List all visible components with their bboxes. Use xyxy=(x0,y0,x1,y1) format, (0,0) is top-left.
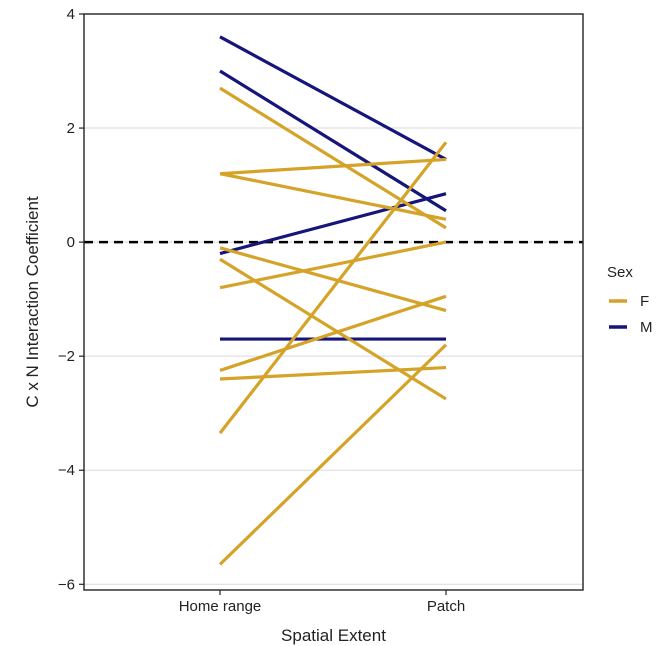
legend-label-F: F xyxy=(640,293,649,310)
series-line-F xyxy=(219,86,447,230)
series-line-F xyxy=(219,157,447,176)
series-line-M xyxy=(219,35,447,161)
plot-panel-border xyxy=(83,13,584,591)
series-line-F xyxy=(218,141,448,435)
y-tick-label: −6 xyxy=(58,576,75,593)
legend: Sex FM xyxy=(607,264,653,336)
x-axis-title: Spatial Extent xyxy=(281,626,386,645)
x-tick-label: Home range xyxy=(179,598,262,615)
y-axis-title: C x N Interaction Coefficient xyxy=(23,196,42,408)
series-line-M xyxy=(219,192,447,256)
series-line-F xyxy=(219,257,447,401)
series-line-F xyxy=(219,365,447,381)
legend-items: FM xyxy=(609,293,653,336)
series-lines xyxy=(218,35,448,566)
y-tick-label: 4 xyxy=(67,6,75,23)
series-line-F xyxy=(219,172,447,221)
legend-label-M: M xyxy=(640,319,653,336)
y-tick-label: 2 xyxy=(67,120,75,137)
x-axis: Home range Patch xyxy=(179,590,465,615)
series-line-F xyxy=(219,240,447,290)
y-axis: 4 2 0 −2 −4 −6 xyxy=(58,6,84,593)
series-line-F xyxy=(218,343,448,566)
legend-title: Sex xyxy=(607,264,633,281)
y-tick-label: −4 xyxy=(58,462,75,479)
x-tick-label: Patch xyxy=(427,598,465,615)
series-line-F xyxy=(219,246,447,313)
series-line-F xyxy=(219,294,447,372)
series-line-M xyxy=(219,69,447,213)
y-tick-label: −2 xyxy=(58,348,75,365)
y-tick-label: 0 xyxy=(67,234,75,251)
